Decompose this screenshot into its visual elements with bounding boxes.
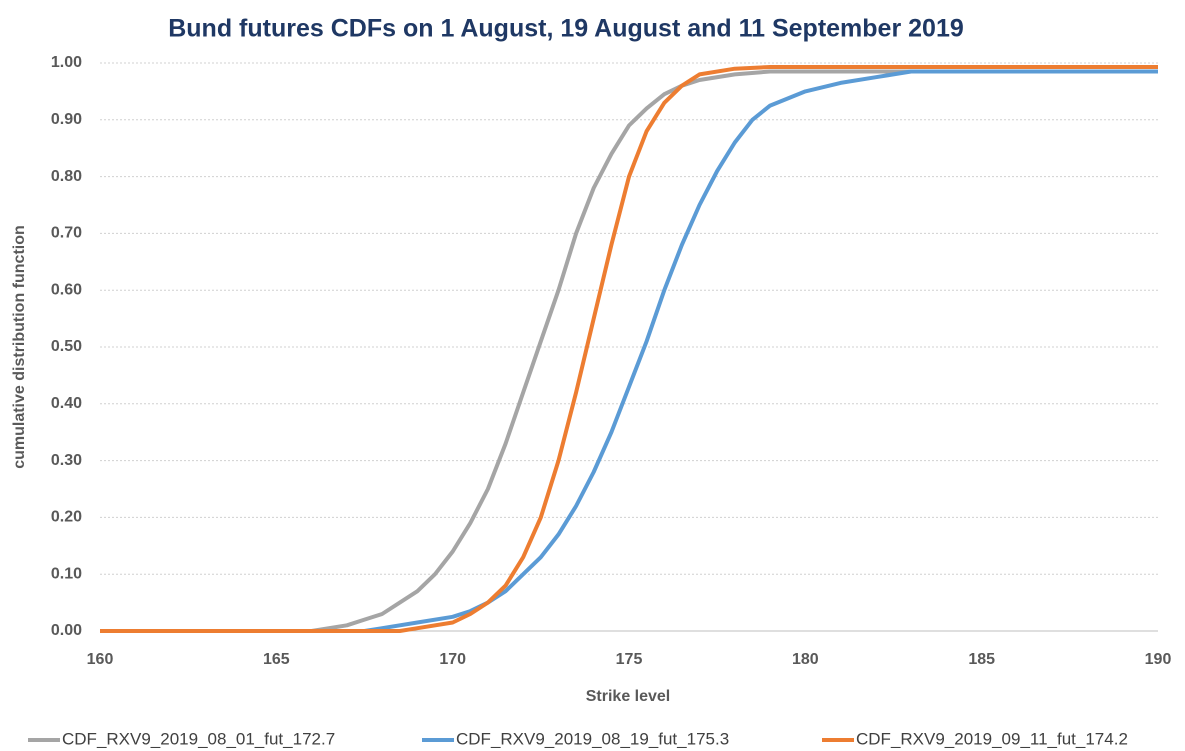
x-tick-label: 165 (263, 651, 290, 668)
y-tick-label: 0.00 (51, 622, 82, 639)
chart-title: Bund futures CDFs on 1 August, 19 August… (168, 15, 964, 43)
y-tick-label: 0.90 (51, 111, 82, 128)
x-tick-label: 170 (439, 651, 466, 668)
y-tick-label: 0.70 (51, 225, 82, 242)
y-axis-label: cumulative distribution function (11, 225, 28, 469)
y-tick-label: 0.20 (51, 509, 82, 526)
x-tick-label: 185 (968, 651, 995, 668)
y-tick-label: 0.30 (51, 452, 82, 469)
legend-label: CDF_RXV9_2019_09_11_fut_174.2 (856, 729, 1128, 748)
legend-label: CDF_RXV9_2019_08_19_fut_175.3 (456, 729, 729, 748)
x-tick-label: 160 (87, 651, 114, 668)
y-tick-label: 0.10 (51, 565, 82, 582)
x-axis-label: Strike level (586, 688, 671, 705)
cdf-line (100, 69, 1158, 633)
y-tick-label: 1.00 (51, 54, 82, 71)
y-tick-label: 0.50 (51, 338, 82, 355)
y-tick-label: 0.60 (51, 281, 82, 298)
cdf-line (100, 69, 1158, 633)
x-tick-label: 175 (616, 651, 643, 668)
y-tick-label: 0.80 (51, 168, 82, 185)
cdf-line (100, 65, 1158, 633)
x-tick-label: 180 (792, 651, 819, 668)
x-tick-label: 190 (1145, 651, 1172, 668)
y-tick-label: 0.40 (51, 395, 82, 412)
legend-label: CDF_RXV9_2019_08_01_fut_172.7 (62, 729, 335, 748)
